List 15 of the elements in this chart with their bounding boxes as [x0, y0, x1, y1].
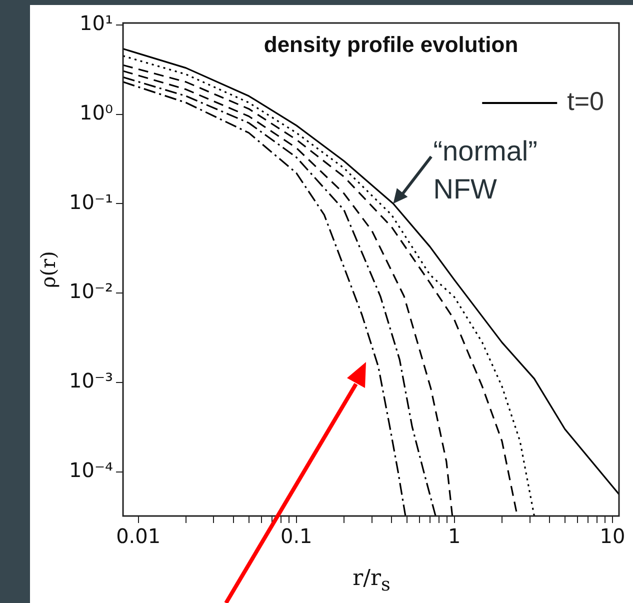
- x-tick-label: 1: [448, 524, 461, 548]
- x-tick-label: 10: [600, 524, 626, 548]
- y-tick-label: 10⁰: [80, 100, 114, 124]
- y-tick-label: 10⁻¹: [68, 190, 114, 214]
- chart-title: density profile evolution: [264, 32, 518, 58]
- x-tick-label: 0.01: [116, 524, 161, 548]
- legend-label: t=0: [567, 86, 604, 116]
- y-axis-title: ρ(r): [36, 251, 60, 288]
- y-tick-label: 10¹: [80, 11, 114, 36]
- x-tick-label: 0.1: [280, 524, 312, 548]
- y-tick-label: 10⁻⁴: [68, 458, 114, 482]
- y-tick-label: 10⁻²: [68, 279, 114, 304]
- y-tick-label: 10⁻³: [68, 368, 114, 393]
- x-axis-title: r/r$_{s}$: [352, 566, 392, 595]
- annotation: “normal” NFW: [433, 135, 538, 204]
